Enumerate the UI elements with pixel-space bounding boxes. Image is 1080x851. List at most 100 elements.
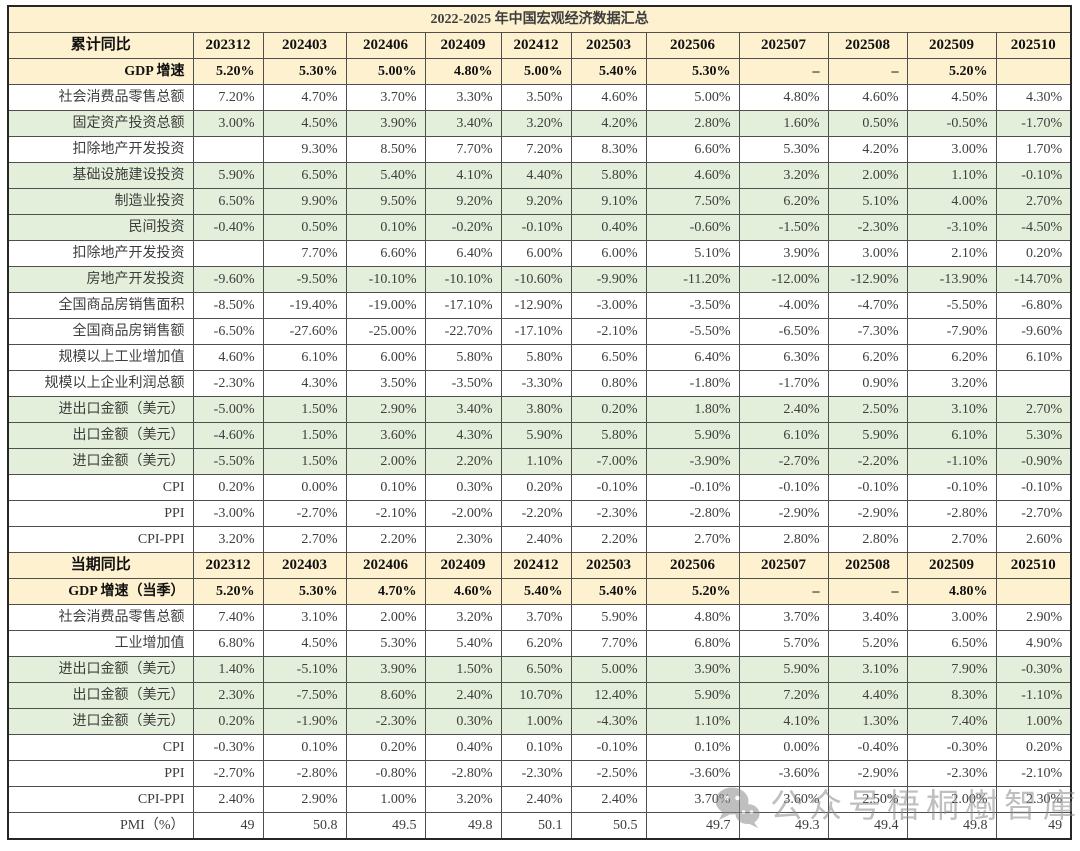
data-cell: 1.00%	[995, 708, 1072, 735]
table-row: 工业增加值 6.80% 4.50% 5.30% 5.40% 6.20% 7.70% 6.80%…	[7, 630, 1072, 657]
data-cell: 49	[192, 812, 264, 840]
data-cell: -3.60%	[738, 760, 829, 787]
data-cell: 4.00%	[906, 188, 997, 215]
data-cell: -2.10%	[995, 760, 1072, 787]
table-row: 基础设施建设投资 5.90% 6.50% 5.40% 4.10% 4.40% 5.80% 4.…	[7, 162, 1072, 189]
data-cell: 2.40%	[500, 786, 572, 813]
row-label: 房地产开发投资	[7, 266, 194, 293]
data-cell: 5.80%	[570, 162, 647, 189]
data-cell: 6.30%	[738, 344, 829, 371]
data-cell: 5.30%	[645, 58, 740, 85]
data-cell: 2.40%	[570, 786, 647, 813]
data-cell: 5.80%	[500, 344, 572, 371]
data-cell: 1.10%	[500, 448, 572, 475]
data-cell: 3.20%	[192, 526, 264, 553]
data-cell: 6.50%	[192, 188, 264, 215]
data-cell: 5.20%	[906, 58, 997, 85]
data-cell: -0.20%	[424, 214, 502, 241]
data-cell: -2.70%	[262, 500, 347, 527]
data-cell: 2.10%	[906, 240, 997, 267]
data-cell: 4.30%	[424, 422, 502, 449]
data-cell: -3.50%	[424, 370, 502, 397]
data-cell: 5.30%	[738, 136, 829, 163]
data-cell: 6.20%	[738, 188, 829, 215]
data-cell: –	[738, 58, 829, 85]
section-title: 当期同比	[7, 552, 194, 579]
data-cell: 3.90%	[345, 110, 426, 137]
data-cell: -1.10%	[906, 448, 997, 475]
data-cell: -2.30%	[906, 760, 997, 787]
data-cell: 5.40%	[570, 578, 647, 605]
data-cell: 50.8	[262, 812, 347, 840]
row-label: 民间投资	[7, 214, 194, 241]
column-header: 202406	[345, 32, 426, 59]
data-cell: -0.30%	[995, 656, 1072, 683]
table-row: 房地产开发投资 -9.60% -9.50% -10.10% -10.10% -10.60%…	[7, 266, 1072, 293]
data-cell: 2.20%	[424, 448, 502, 475]
data-cell: 6.80%	[645, 630, 740, 657]
data-cell: 2.80%	[827, 526, 908, 553]
data-cell: -12.00%	[738, 266, 829, 293]
data-cell: 0.20%	[192, 708, 264, 735]
data-cell: -9.90%	[570, 266, 647, 293]
table-row: 进出口金额（美元） 1.40% -5.10% 3.90% 1.50% 6.50% 5.00%…	[7, 656, 1072, 683]
data-cell: 5.80%	[424, 344, 502, 371]
data-cell: 3.70%	[345, 84, 426, 111]
data-cell: 4.90%	[995, 630, 1072, 657]
data-cell: 0.50%	[262, 214, 347, 241]
data-cell: 9.20%	[500, 188, 572, 215]
data-cell: -5.50%	[192, 448, 264, 475]
data-cell: -3.10%	[906, 214, 997, 241]
data-cell: –	[827, 58, 908, 85]
data-cell: -0.10%	[738, 474, 829, 501]
data-cell: -6.50%	[192, 318, 264, 345]
table-row: 社会消费品零售总额 7.40% 3.10% 2.00% 3.20% 3.70% 5.90% 4…	[7, 604, 1072, 631]
table-row: 扣除地产开发投资 7.70% 6.60% 6.40% 6.00% 6.00% 5.10% 3.…	[7, 240, 1072, 267]
data-cell: 5.30%	[345, 630, 426, 657]
data-cell: -2.80%	[906, 500, 997, 527]
data-cell: 0.10%	[500, 734, 572, 761]
row-label: CPI	[7, 474, 194, 501]
data-cell: 3.90%	[345, 656, 426, 683]
data-cell: 4.80%	[738, 84, 829, 111]
data-cell: 7.70%	[570, 630, 647, 657]
section-title: 累计同比	[7, 32, 194, 59]
data-cell: -3.30%	[500, 370, 572, 397]
row-label: 工业增加值	[7, 630, 194, 657]
column-header: 202503	[570, 552, 647, 579]
data-cell: 1.50%	[262, 396, 347, 423]
data-cell: -2.70%	[738, 448, 829, 475]
data-cell: 2.30%	[995, 786, 1072, 813]
data-cell: 3.20%	[906, 370, 997, 397]
data-cell: 3.60%	[738, 786, 829, 813]
data-cell: 0.30%	[424, 474, 502, 501]
row-label: 扣除地产开发投资	[7, 240, 194, 267]
data-cell: 1.60%	[738, 110, 829, 137]
table-row: 制造业投资 6.50% 9.90% 9.50% 9.20% 9.20% 9.10% 7.50%…	[7, 188, 1072, 215]
table-row: PPI -3.00% -2.70% -2.10% -2.00% -2.20% -2.30% -…	[7, 500, 1072, 527]
column-header: 202409	[424, 32, 502, 59]
data-cell: 2.90%	[995, 604, 1072, 631]
data-cell: 3.70%	[645, 786, 740, 813]
data-cell: 5.30%	[995, 422, 1072, 449]
data-cell	[192, 136, 264, 163]
data-cell: 2.40%	[424, 682, 502, 709]
data-cell: 8.30%	[906, 682, 997, 709]
data-cell	[192, 240, 264, 267]
data-cell: 3.00%	[192, 110, 264, 137]
data-cell: -0.10%	[995, 474, 1072, 501]
data-cell: 49	[995, 812, 1072, 840]
data-cell: 4.10%	[424, 162, 502, 189]
row-label: PPI	[7, 760, 194, 787]
data-cell: 5.20%	[645, 578, 740, 605]
row-label: 制造业投资	[7, 188, 194, 215]
table-row: 进口金额（美元） -5.50% 1.50% 2.00% 2.20% 1.10% -7.00%…	[7, 448, 1072, 475]
data-cell: 5.90%	[570, 604, 647, 631]
data-cell: 6.20%	[827, 344, 908, 371]
data-cell: 7.40%	[192, 604, 264, 631]
data-cell: 5.20%	[827, 630, 908, 657]
data-cell	[995, 370, 1072, 397]
table-row: 规模以上工业增加值 4.60% 6.10% 6.00% 5.80% 5.80% 6.50% 6…	[7, 344, 1072, 371]
data-cell: 0.20%	[500, 474, 572, 501]
row-label: 进口金额（美元）	[7, 708, 194, 735]
